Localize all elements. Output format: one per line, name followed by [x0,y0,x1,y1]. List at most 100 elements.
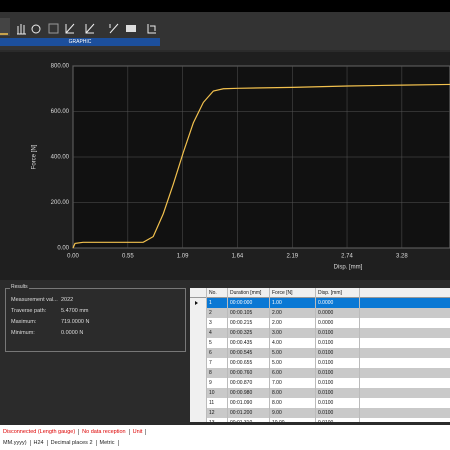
table-row[interactable]: 4 00:00.325 3.00 0.0100 [190,328,450,338]
table-cell: 3.00 [270,328,316,338]
icon[interactable] [147,24,156,34]
table-cell: 5.00 [270,348,316,358]
table-cell: 12 [207,408,228,418]
results-list: Measurement val... 2022 Traverse path: 5.47… [5,288,186,352]
data-table: No. Duration [mm] Force [N] Disp. [mm] 1 00:0… [190,288,450,422]
table-cell: 0.0100 [316,358,360,368]
table-cell: 00:00.870 [228,378,270,388]
table-cell: 8.00 [270,388,316,398]
header-cell: Force [N] [270,288,316,298]
header-cell: No. [207,288,228,298]
result-value: 719.0000 N [61,319,90,325]
table-cell: 00:01.090 [228,398,270,408]
table-row[interactable]: 3 00:00.215 2.00 0.0000 [190,318,450,328]
table-cell: 8 [207,368,228,378]
table-row[interactable]: 2 00:00.105 2.00 0.0000 [190,308,450,318]
result-row: Measurement val... 2022 [11,297,73,303]
y-tick-label: 800.00 [51,64,70,70]
table-row[interactable]: 11 00:01.090 8.00 0.0100 [190,398,450,408]
title-bar [0,0,450,12]
table-cell: 3 [207,318,228,328]
icon[interactable] [31,24,41,34]
table-cell: 00:00:000 [228,298,270,308]
x-tick-label: 2.74 [341,254,353,260]
table-row[interactable]: 7 00:00.655 5.00 0.0100 [190,358,450,368]
data-line [72,83,450,249]
row-selector [190,408,207,418]
table-row[interactable]: 10 00:00.980 8.00 0.0100 [190,388,450,398]
table-cell: 4 [207,328,228,338]
table-row[interactable]: 1300:01.31010.000.0100 [190,418,450,422]
row-selector [190,358,207,368]
result-row: Traverse path: 5.4700 mm [11,308,89,314]
table-cell: 1.00 [270,298,316,308]
table-cell: 0.0100 [316,378,360,388]
table-cell: 0.0000 [316,318,360,328]
table-cell: 11 [207,398,228,408]
result-row: Maximum: 719.0000 N [11,319,89,325]
header-cell: Duration [mm] [228,288,270,298]
results-box: Results [5,284,186,352]
table-cell: 0.0000 [316,298,360,308]
icon[interactable] [109,23,119,34]
table-cell: 7.00 [270,378,316,388]
x-axis-label: Disp. [mm] [334,265,363,271]
table-cell: 8.00 [270,398,316,408]
icon[interactable] [17,24,26,35]
table-cell: 1 [207,298,228,308]
table-cell: 4.00 [270,338,316,348]
result-value: 2022 [61,297,74,303]
icon[interactable] [65,23,75,34]
status-line: Disconnected (Length gauge) No data recep… [0,429,147,435]
table-cell: 00:00.545 [228,348,270,358]
table-cell: 5 [207,338,228,348]
toolbar-icons [0,18,156,36]
table-cell: 0.0100 [316,348,360,358]
table-row[interactable]: 5 00:00.435 4.00 0.0100 [190,338,450,348]
icon[interactable] [85,23,95,34]
table-cell: 0.0000 [316,308,360,318]
table-cell: 2.00 [270,318,316,328]
table-row[interactable]: 12 00:01.200 9.00 0.0100 [190,408,450,418]
table-row[interactable]: 1 00:00:000 1.00 0.0000 [190,298,450,308]
table-cell: 10.00 [270,418,316,422]
header-cell [190,288,207,298]
table-cell: 0.0100 [316,388,360,398]
toolbar: GRAPHIC [0,12,450,50]
status-item: No data reception [79,429,130,435]
row-selector [190,318,207,328]
table-cell: 0.0100 [316,328,360,338]
table-cell: 2 [207,308,228,318]
result-value: 0.0000 N [61,330,84,336]
table-cell: 0.0100 [316,418,360,422]
icon[interactable] [126,25,136,32]
icon[interactable] [48,23,59,34]
table-cell: 6 [207,348,228,358]
table-row[interactable]: 9 00:00.870 7.00 0.0100 [190,378,450,388]
table-row[interactable]: 6 00:00.545 5.00 0.0100 [190,348,450,358]
x-tick-label: 3.28 [396,254,408,260]
table-cell: 0.0100 [316,368,360,378]
row-selector [190,398,207,408]
table-row[interactable]: 8 00:00.760 6.00 0.0100 [190,368,450,378]
table-cell: 9.00 [270,408,316,418]
icon-frame [0,18,10,36]
status-item: Unit [130,429,147,435]
row-selector [190,348,207,358]
table-header: No. Duration [mm] Force [N] Disp. [mm] [190,288,450,298]
row-selector [190,388,207,398]
row-selector [190,328,207,338]
chart: Force [N] Disp. [mm] 0.00 200.00 400.00 600… [0,52,450,280]
result-label: Maximum: [11,319,37,325]
result-label: Measurement val... [11,297,58,303]
x-tick-label: 0.00 [67,254,79,260]
status-item: Metric [97,440,119,446]
tab-label[interactable]: GRAPHIC [0,38,160,46]
table-cell: 00:00.435 [228,338,270,348]
result-row: Minimum: 0.0000 N [11,330,83,336]
row-arrow [195,301,198,305]
table-cell: 00:00.760 [228,368,270,378]
status-line: MM.yyyy) H24 Decimal places 2 Metric [0,440,119,446]
y-axis-label: Force [N] [32,144,38,169]
row-selector [190,308,207,318]
